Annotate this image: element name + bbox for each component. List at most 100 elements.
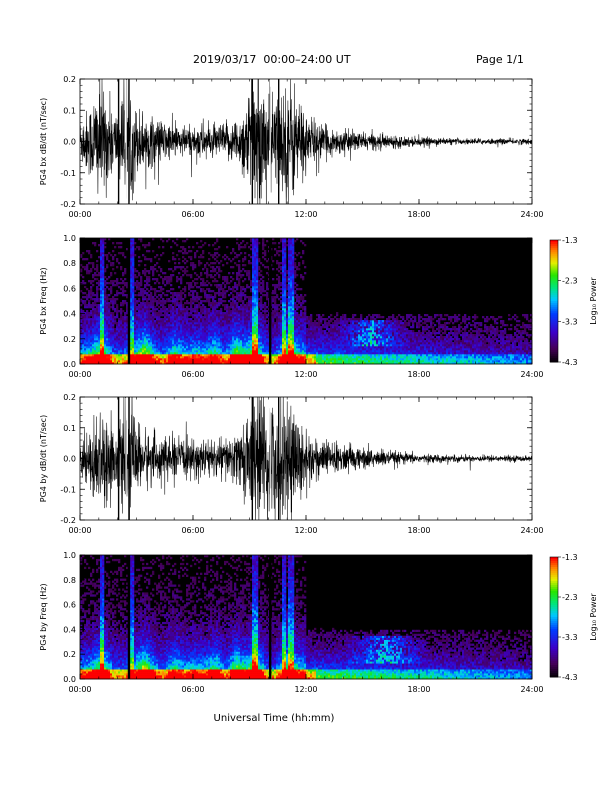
spectrogram-cell	[190, 354, 193, 357]
spectrogram-cell	[148, 244, 151, 247]
spectrogram-cell	[294, 358, 297, 361]
spectrogram-cell	[282, 262, 285, 265]
spectrogram-cell	[250, 310, 253, 313]
spectrogram-cell	[176, 354, 179, 357]
spectrogram-cell	[252, 298, 255, 301]
spectrogram-cell	[204, 292, 207, 295]
spectrogram-cell	[168, 338, 171, 341]
spectrogram-cell	[260, 358, 263, 361]
spectrogram-cell	[296, 268, 299, 271]
spectrogram-cell	[300, 294, 303, 297]
spectrogram-cell	[254, 296, 257, 299]
spectrogram-cell	[198, 286, 201, 289]
spectrogram-cell	[90, 326, 93, 329]
spectrogram-cell	[140, 320, 143, 323]
spectrogram-cell	[298, 348, 301, 351]
spectrogram-cell	[294, 354, 297, 357]
spectrogram-cell	[86, 340, 89, 343]
spectrogram-cell	[240, 326, 243, 329]
spectrogram-cell	[154, 346, 157, 349]
spectrogram-cell	[256, 332, 259, 335]
spectrogram-cell	[278, 356, 281, 359]
spectrogram-cell	[214, 252, 217, 255]
spectrogram-cell	[206, 296, 209, 299]
spectrogram-cell	[286, 344, 289, 347]
spectrogram-cell	[236, 322, 239, 325]
spectrogram-cell	[246, 328, 249, 331]
spectrogram-cell	[124, 314, 127, 317]
spectrogram-cell	[152, 304, 155, 307]
spectrogram-cell	[284, 356, 287, 359]
spectrogram-cell	[80, 328, 83, 331]
spectrogram-cell	[254, 346, 257, 349]
spectrogram-cell	[98, 306, 101, 309]
spectrogram-cell	[124, 316, 127, 319]
spectrogram-cell	[196, 316, 199, 319]
spectrogram-cell	[170, 296, 173, 299]
spectrogram-cell	[92, 280, 95, 283]
spectrogram-cell	[254, 348, 257, 351]
spectrogram-cell	[220, 312, 223, 315]
spectrogram-cell	[282, 258, 285, 261]
spectrogram-cell	[116, 308, 119, 311]
spectrogram-cell	[272, 284, 275, 287]
spectrogram-cell	[192, 308, 195, 311]
spectrogram-cell	[140, 346, 143, 349]
spectrogram-cell	[162, 298, 165, 301]
spectrogram-cell	[84, 330, 87, 333]
spectrogram-cell	[172, 288, 175, 291]
spectrogram-cell	[274, 350, 277, 353]
spectrogram-cell	[136, 320, 139, 323]
spectrogram-cell	[184, 328, 187, 331]
spectrogram-cell	[284, 306, 287, 309]
y-tick-label: 0.0	[63, 138, 76, 147]
spectrogram-cell	[172, 256, 175, 259]
spectrogram-cell	[262, 344, 265, 347]
spectrogram-cell	[228, 318, 231, 321]
spectrogram-cell	[250, 354, 253, 357]
spectrogram-cell	[190, 302, 193, 305]
spectrogram-cell	[240, 270, 243, 273]
spectrogram-cell	[242, 300, 245, 303]
spectrogram-cell	[228, 352, 231, 355]
spectrogram-cell	[278, 264, 281, 267]
spectrogram-cell	[130, 342, 133, 345]
spectrogram-cell	[294, 316, 297, 319]
spectrogram-cell	[288, 276, 291, 279]
spectrogram-cell	[252, 312, 255, 315]
spectrogram-cell	[84, 328, 87, 331]
spectrogram-cell	[198, 352, 201, 355]
spectrogram-cell	[202, 348, 205, 351]
spectrogram-cell	[90, 344, 93, 347]
spectrogram-cell	[190, 276, 193, 279]
spectrogram-cell	[196, 312, 199, 315]
spectrogram-cell	[238, 318, 241, 321]
spectrogram-cell	[178, 294, 181, 297]
spectrogram-cell	[112, 360, 115, 363]
spectrogram-cell	[182, 326, 185, 329]
spectrogram-cell	[102, 244, 105, 247]
spectrogram-cell	[126, 352, 129, 355]
spectrogram-cell	[246, 274, 249, 277]
spectrogram-cell	[240, 274, 243, 277]
spectrogram-cell	[218, 268, 221, 271]
spectrogram-cell	[240, 360, 243, 363]
spectrogram-cell	[204, 358, 207, 361]
spectrogram-cell	[94, 352, 97, 355]
spectrogram-cell	[84, 324, 87, 327]
spectrogram-cell	[262, 316, 265, 319]
spectrogram-cell	[204, 336, 207, 339]
spectrogram-cell	[192, 326, 195, 329]
spectrogram-cell	[212, 322, 215, 325]
spectrogram-cell	[192, 314, 195, 317]
spectrogram-cell	[154, 312, 157, 315]
spectrogram-cell	[100, 340, 103, 343]
spectrogram-cell	[258, 358, 261, 361]
spectrogram-cell	[186, 324, 189, 327]
spectrogram-cell	[292, 312, 295, 315]
spectrogram-cell	[120, 326, 123, 329]
spectrogram-cell	[266, 360, 269, 363]
spectrogram-cell	[156, 344, 159, 347]
spectrogram-cell	[84, 342, 87, 345]
spectrogram-cell	[236, 306, 239, 309]
